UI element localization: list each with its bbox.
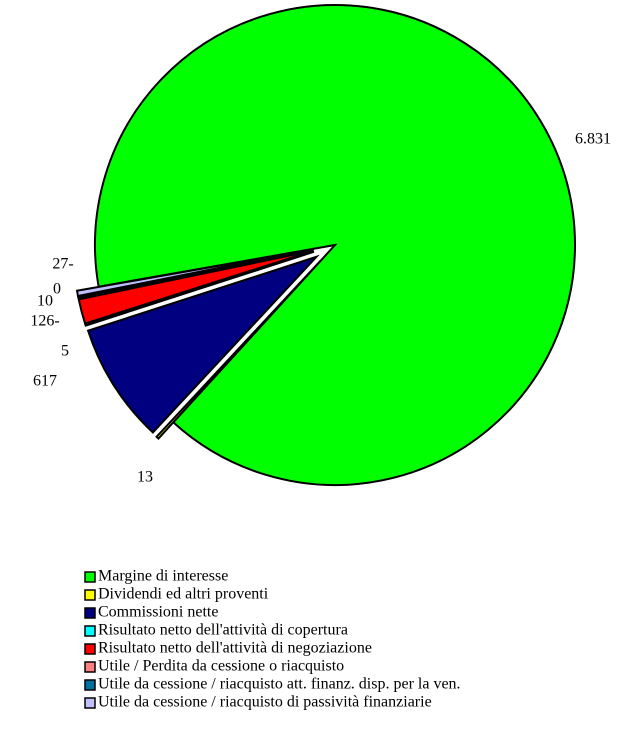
data-label: 5 xyxy=(61,343,69,360)
pie-slice xyxy=(77,249,315,325)
legend-label: Risultato netto dell'attività di copertu… xyxy=(98,622,348,639)
legend-label: Commissioni nette xyxy=(98,604,218,621)
pie-slice xyxy=(84,250,315,327)
legend-swatch xyxy=(84,661,96,673)
data-label: 0 xyxy=(53,281,61,298)
pie-slice xyxy=(94,4,576,486)
pie-slice xyxy=(86,254,320,434)
data-label: 10 xyxy=(37,293,53,310)
pie-slice xyxy=(155,260,321,440)
legend-label: Utile da cessione / riacquisto di passiv… xyxy=(98,694,432,711)
data-label: 126- xyxy=(30,313,59,330)
legend-swatch xyxy=(84,589,96,601)
data-label: 6.831 xyxy=(575,131,611,148)
legend-swatch xyxy=(84,697,96,709)
legend-label: Utile da cessione / riacquisto att. fina… xyxy=(98,676,461,693)
legend-label: Margine di interesse xyxy=(98,568,228,585)
data-label: 617 xyxy=(33,373,57,390)
legend-label: Risultato netto dell'attività di negozia… xyxy=(98,640,372,657)
legend-swatch xyxy=(84,625,96,637)
legend-label: Utile / Perdita da cessione o riacquisto xyxy=(98,658,344,675)
legend-swatch xyxy=(84,643,96,655)
pie-slice xyxy=(75,248,314,298)
data-label: 13 xyxy=(137,469,153,486)
legend-swatch xyxy=(84,607,96,619)
legend-swatch xyxy=(84,679,96,691)
data-label: 27- xyxy=(52,256,73,273)
legend-swatch xyxy=(84,571,96,583)
legend-label: Dividendi ed altri proventi xyxy=(98,586,269,603)
